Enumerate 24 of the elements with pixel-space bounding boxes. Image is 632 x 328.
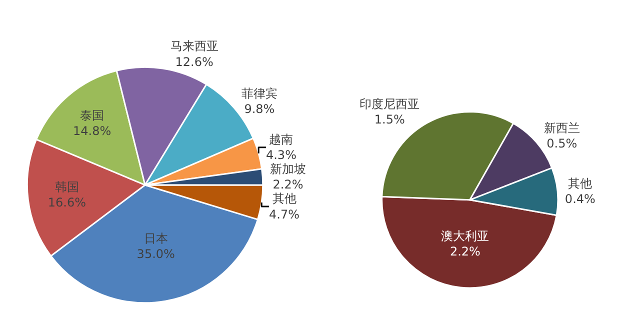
slice-label: 菲律宾	[241, 86, 278, 101]
slice-label: 其他	[272, 192, 296, 206]
data-label: 12.6%	[175, 54, 214, 69]
slice-label: 韩国	[54, 180, 79, 194]
data-label: 1.5%	[374, 112, 405, 126]
data-label: 2.2%	[272, 178, 304, 192]
data-label: 9.8%	[244, 102, 275, 116]
data-label: 0.4%	[564, 192, 596, 206]
slice-label: 越南	[269, 132, 294, 147]
slice-label: 新加坡	[270, 162, 306, 176]
slice-label: 澳大利亚	[441, 228, 490, 243]
data-label: 16.6%	[48, 196, 86, 210]
slice-label: 新西兰	[544, 121, 580, 136]
slice-label: 泰国	[80, 108, 104, 122]
data-label: 14.8%	[73, 124, 112, 138]
slice-label: 马来西亚	[170, 39, 218, 54]
slice-label: 其他	[568, 176, 592, 190]
slice-label: 日本	[144, 232, 168, 246]
data-label: 35.0%	[136, 247, 175, 262]
data-label: 4.3%	[266, 148, 296, 162]
data-label: 4.7%	[269, 207, 300, 222]
data-label: 2.2%	[450, 244, 480, 259]
data-label: 0.5%	[546, 136, 578, 151]
slice-label: 印度尼西亚	[360, 96, 420, 111]
